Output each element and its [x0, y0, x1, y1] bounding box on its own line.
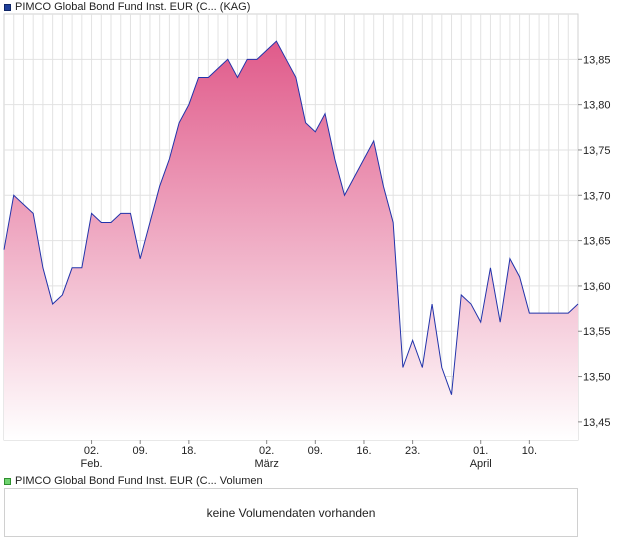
y-tick-label: 13,55	[583, 326, 611, 338]
price-legend: PIMCO Global Bond Fund Inst. EUR (C... (…	[4, 0, 250, 14]
y-axis: 13,45 13,50 13,55 13,60 13,65 13,70 13,75 13,80…	[578, 54, 611, 429]
x-month-label: April	[470, 458, 492, 470]
price-chart: 13,45 13,50 13,55 13,60 13,65 13,70 13,75 13,80…	[3, 13, 611, 470]
x-month-label: Feb.	[81, 458, 103, 470]
price-area	[4, 41, 578, 440]
y-tick-label: 13,70	[583, 190, 611, 202]
x-tick-label: 18.	[181, 445, 196, 457]
volume-legend-label: PIMCO Global Bond Fund Inst. EUR (C... V…	[15, 475, 263, 487]
price-legend-label: PIMCO Global Bond Fund Inst. EUR (C... (…	[15, 1, 251, 13]
volume-legend: PIMCO Global Bond Fund Inst. EUR (C... V…	[4, 474, 263, 488]
x-tick-label: 09.	[308, 445, 323, 457]
x-tick-label: 16.	[356, 445, 371, 457]
y-tick-label: 13,45	[583, 417, 611, 429]
x-tick-label: 10.	[522, 445, 537, 457]
x-tick-label: 23.	[405, 445, 420, 457]
y-tick-label: 13,85	[583, 54, 611, 66]
x-month-label: März	[254, 458, 278, 470]
x-tick-label: 09.	[133, 445, 148, 457]
y-tick-label: 13,60	[583, 281, 611, 293]
x-tick-label: 02.	[84, 445, 99, 457]
y-tick-label: 13,75	[583, 145, 611, 157]
volume-legend-swatch	[4, 477, 11, 485]
price-line	[3, 40, 579, 395]
y-tick-label: 13,80	[583, 100, 611, 112]
x-tick-label: 02.	[259, 445, 274, 457]
y-tick-label: 13,50	[583, 372, 611, 384]
y-tick-label: 13,65	[583, 236, 611, 248]
x-tick-label: 01.	[473, 445, 488, 457]
no-volume-message: keine Volumendaten vorhanden	[206, 505, 376, 520]
volume-panel: keine Volumendaten vorhanden	[4, 488, 578, 537]
price-legend-swatch	[4, 3, 11, 11]
